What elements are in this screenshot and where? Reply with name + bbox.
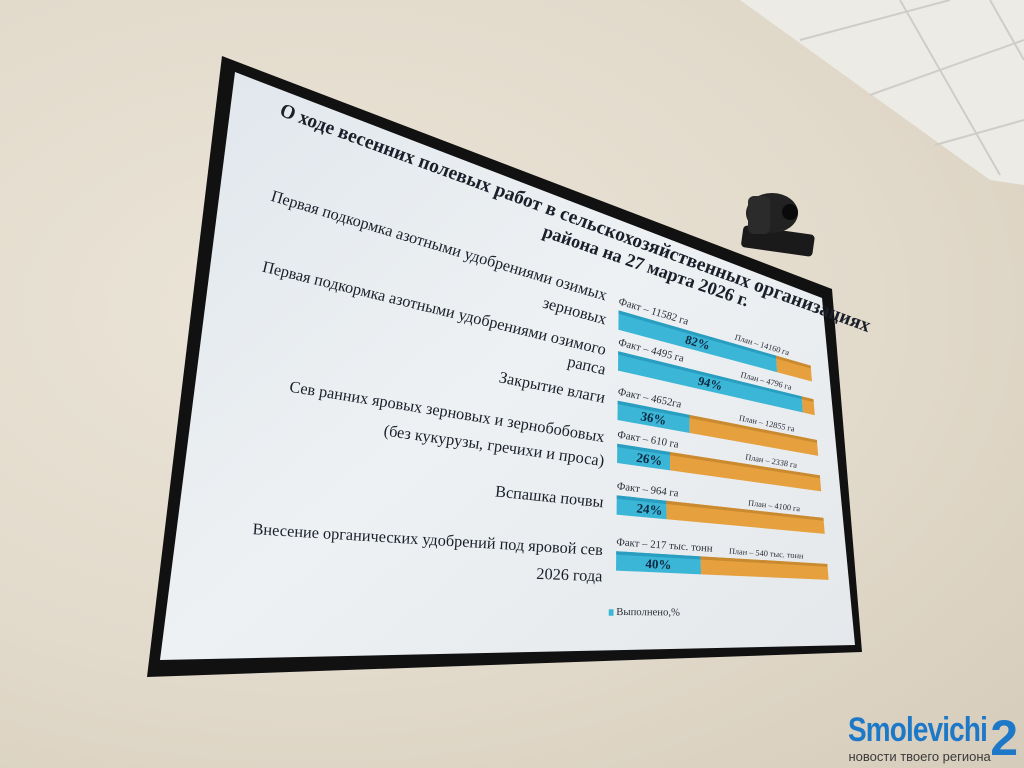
bar-top-edge	[689, 414, 818, 443]
bar-top-edge	[618, 351, 802, 400]
percent-label: 24%	[635, 500, 664, 518]
bar-top-edge	[618, 310, 777, 359]
bar-done-segment	[617, 351, 803, 413]
bar-top-edge	[666, 500, 824, 521]
bar-done-segment	[617, 400, 690, 433]
bar-top-edge	[617, 400, 690, 419]
percent-label: 40%	[645, 555, 672, 573]
bar-top-edge	[669, 451, 821, 479]
watermark-name: Smolevichi	[848, 711, 988, 749]
ceiling-grid	[799, 0, 1024, 176]
bar-done-segment	[618, 310, 778, 373]
legend-swatch	[608, 609, 614, 616]
legend-label: Выполнено,%	[616, 605, 681, 619]
bar-remaining-segment	[666, 500, 825, 534]
category-label: 2026 года	[536, 563, 603, 586]
bar-top-edge	[801, 396, 814, 403]
camera-icon	[741, 193, 815, 257]
bar-remaining-segment	[689, 414, 819, 456]
bar-remaining-segment	[776, 355, 812, 382]
watermark-number: 2	[990, 710, 1018, 766]
percent-label: 26%	[635, 449, 664, 469]
ceiling	[740, 0, 1024, 185]
bar-top-edge	[776, 355, 811, 369]
watermark-logo: Smolevichi 2 новости твоего региона	[848, 713, 1018, 764]
watermark-tagline: новости твоего региона	[848, 749, 991, 764]
bar-top-edge	[616, 551, 701, 560]
bar-top-edge	[617, 443, 670, 456]
bar-remaining-segment	[669, 451, 822, 492]
bar-top-edge	[616, 495, 667, 505]
bar-top-edge	[700, 556, 828, 567]
